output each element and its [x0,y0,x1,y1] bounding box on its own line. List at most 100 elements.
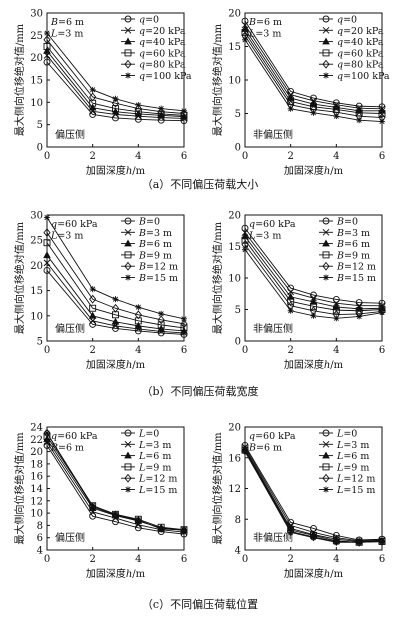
data-point-5 [180,319,188,329]
legend-marker [322,473,330,483]
data-point-6 [112,296,119,303]
legend-marker [322,463,330,471]
data-point-5 [89,294,97,304]
y-tick-label: 25 [30,31,43,42]
y-tick-label: 4 [235,546,241,557]
data-point-4 [89,304,97,312]
data-point-5 [180,525,188,535]
series-line-2 [244,24,383,110]
chart-panel-2: 0 5 10 15 20 0 2 4 6 加固深度h/m 最大侧向位移绝对值/mm B=6 mL=3 … [211,9,390,178]
series-line-1 [46,270,185,335]
y-tick-label: 15 [30,76,43,87]
series-line-4 [244,32,383,114]
y-tick-label: 10 [228,274,241,285]
y-tick-label: 22 [30,435,43,446]
legend-marker [322,239,330,247]
legend-label: L=0 [336,429,357,440]
legend-marker [124,15,132,23]
legend-marker [124,451,132,459]
legend-marker [322,251,330,259]
y-tick-label: 10 [30,98,43,109]
data-point-1 [43,266,51,274]
legend-label: q=0 [139,15,159,26]
data-point-6 [333,539,340,546]
x-tick-label: 4 [333,554,339,565]
legend-label: L=0 [138,429,159,440]
legend-marker [322,26,330,34]
series-line-5 [244,35,383,118]
legend-label: q=80 kPa [337,60,384,71]
y-tick-label: 5 [37,337,43,348]
series-line-2 [46,55,185,119]
data-point-6 [310,534,317,541]
data-point-4 [112,105,119,113]
legend-label: B=0 [336,217,358,228]
data-point-4 [310,302,317,310]
legend-label: B=3 m [138,228,172,239]
y-tick-label: 15 [228,242,241,253]
x-tick-label: 4 [135,151,141,162]
data-point-4 [157,321,165,329]
x-tick-label: 2 [287,345,293,356]
legend-marker [322,59,330,69]
y-tick-label: 10 [30,509,43,520]
data-point-6 [310,312,317,319]
series-line-6 [244,249,383,319]
legend-label: q=60 kPa [139,48,186,59]
data-point-6 [89,286,96,293]
annotation: B=6 m [248,17,282,28]
legend-label: L=12 m [138,474,177,485]
legend-label: L=9 m [336,462,369,473]
x-tick-label: 0 [44,151,50,162]
legend-label: L=12 m [336,474,375,485]
x-axis-label: 加固深度h/m [86,164,146,177]
data-point-3 [111,317,120,325]
series-line-4 [244,239,383,312]
data-point-6 [135,516,142,523]
legend-label: B=0 [138,217,160,228]
y-tick-label: 5 [37,120,43,131]
data-point-3 [43,46,51,54]
series-line-3 [244,236,383,310]
y-tick-label: 5 [235,305,241,316]
legend-label: q=40 kPa [337,37,384,48]
y-tick-label: 12 [228,484,241,495]
series-line-3 [46,50,185,118]
y-tick-label: 5 [235,109,241,120]
y-tick-label: 20 [228,9,241,20]
series-line-5 [46,39,185,114]
series-line-1 [244,445,383,541]
legend-label: B=3 m [336,228,370,239]
x-axis-label: 加固深度h/m [86,358,146,371]
legend-label: B=6 m [138,239,172,250]
legend-marker [322,429,330,437]
annotation: B=6 m [50,17,84,28]
data-point-6 [242,448,248,455]
legend-label: B=15 m [336,273,376,284]
data-point-4 [332,306,340,314]
y-axis-label: 最大侧向位移绝对值/mm [211,23,224,136]
legend-label: L=6 m [138,451,171,462]
legend-marker [125,274,131,281]
legend-label: B=15 m [138,273,178,284]
y-tick-label: 10 [228,76,241,87]
series-line-1 [244,20,383,108]
annotation: q=60 kPa [249,431,296,442]
legend-marker [125,486,131,493]
caption-a: （a）不同偏压荷载大小 [142,177,259,191]
side-label: 非偏压侧 [253,322,293,335]
legend-label: q=40 kPa [139,37,186,48]
legend-label: L=6 m [336,451,369,462]
data-point-6 [158,105,165,112]
legend-marker [124,251,132,259]
y-tick-label: 24 [30,423,43,434]
data-point-5 [378,537,386,546]
legend-marker [124,59,132,69]
legend-marker [124,261,132,271]
series-line-2 [46,442,185,533]
annotation: q=60 kPa [51,219,98,230]
data-point-6 [242,246,248,253]
caption-c: （c）不同偏压荷载位置 [142,597,258,611]
y-tick-label: 30 [30,211,43,222]
y-tick-label: 30 [30,9,43,20]
